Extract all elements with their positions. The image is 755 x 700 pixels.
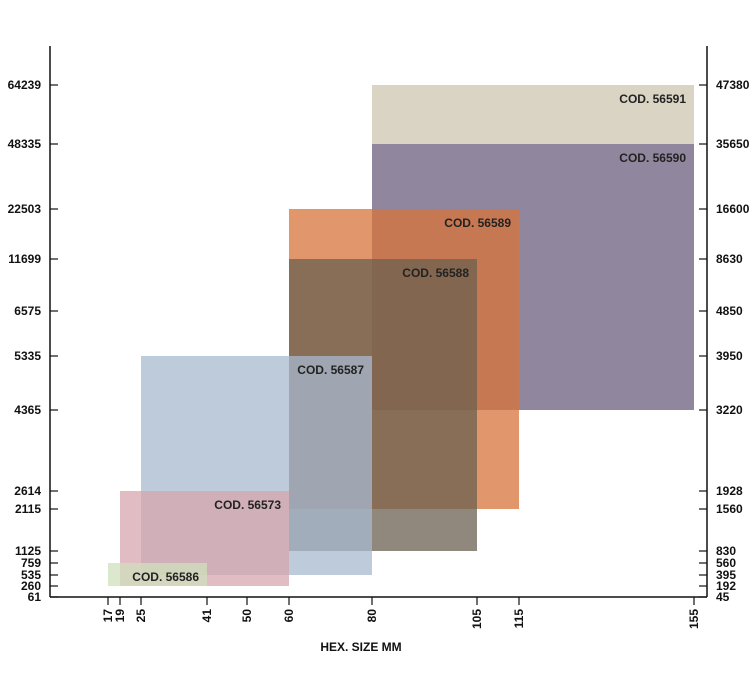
y-right-tick-label: 47380 (716, 78, 750, 92)
x-tick-label: 155 (687, 609, 701, 629)
y-right-tick-label: 830 (716, 544, 736, 558)
label-cod-56588: COD. 56588 (402, 266, 469, 280)
y-right-tick-label: 3950 (716, 349, 743, 363)
y-left-tick-label: 48335 (8, 137, 42, 151)
x-axis-title: HEX. SIZE MM (320, 640, 401, 654)
label-cod-56589: COD. 56589 (444, 216, 511, 230)
label-cod-56590: COD. 56590 (619, 151, 686, 165)
label-cod-56591: COD. 56591 (619, 92, 686, 106)
y-right-tick-label: 8630 (716, 252, 743, 266)
y-right-tick-label: 16600 (716, 202, 750, 216)
x-tick-label: 60 (282, 609, 296, 623)
x-tick-label: 41 (200, 609, 214, 623)
y-left-tick-label: 22503 (8, 202, 42, 216)
y-right-tick-label: 45 (716, 590, 730, 604)
y-left-tick-label: 64239 (8, 78, 42, 92)
y-left-tick-label: 759 (21, 556, 41, 570)
x-tick-label: 50 (240, 609, 254, 623)
y-left-tick-label: 260 (21, 579, 41, 593)
y-right-tick-label: 4850 (716, 304, 743, 318)
y-right-tick-label: 3220 (716, 403, 743, 417)
y-left-tick-label: 5335 (14, 349, 41, 363)
axes-layer (49, 46, 708, 598)
y-left-tick-label: 11699 (8, 252, 41, 266)
x-tick-label: 115 (512, 609, 526, 629)
ticks-layer: 64239 48335 22503 11699 6575 5335 4365 2614 2115… (8, 78, 750, 629)
y-right-tick-label: 560 (716, 556, 736, 570)
y-left-tick-label: 4365 (14, 403, 41, 417)
label-cod-56586: COD. 56586 (132, 570, 199, 584)
y-left-tick-label: 6575 (14, 304, 41, 318)
box-cod-56586 (108, 563, 207, 586)
boxes-layer: COD. 56591 COD. 56590 COD. 56589 COD. 56588… (108, 85, 694, 586)
y-right-tick-label: 1928 (716, 484, 743, 498)
x-tick-label: 105 (470, 609, 484, 629)
y-right-tick-label: 192 (716, 579, 736, 593)
y-right-tick-label: 35650 (716, 137, 750, 151)
y-right-tick-label: 395 (716, 568, 736, 582)
y-left-tick-label: 1125 (15, 544, 41, 558)
x-tick-label: 25 (134, 609, 148, 623)
y-left-tick-label: 2614 (14, 484, 41, 498)
box-cod-56591 (372, 85, 694, 144)
y-left-tick-label: 2115 (15, 502, 41, 516)
x-tick-label: 80 (365, 609, 379, 623)
label-cod-56587: COD. 56587 (297, 363, 364, 377)
label-cod-56573: COD. 56573 (214, 498, 281, 512)
x-tick-label: 19 (113, 609, 127, 623)
y-right-tick-label: 1560 (716, 502, 743, 516)
y-left-tick-label: 535 (21, 568, 41, 582)
y-left-tick-label: 61 (28, 590, 42, 604)
x-tick-label: 17 (101, 609, 115, 623)
